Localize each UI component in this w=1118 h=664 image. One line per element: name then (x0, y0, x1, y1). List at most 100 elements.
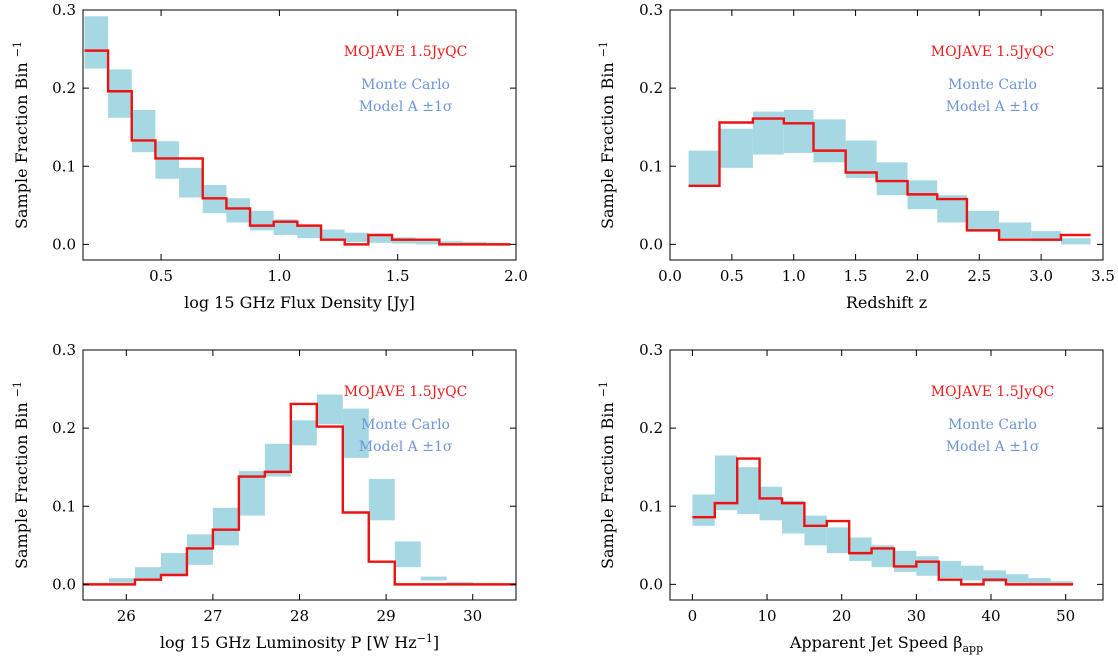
x-axis-label: Redshift z (846, 293, 927, 312)
x-tick-label: 30 (907, 607, 926, 625)
observed-histogram-line (83, 402, 516, 586)
model-band-bin (1005, 574, 1029, 583)
x-tick-label: 1.0 (782, 267, 806, 285)
chart-panel-4: 0 10 20 30 40 50 0.0 0.1 0.2 0.3 Apparent Jet Spee… (597, 341, 1104, 655)
x-axis-label: log 15 GHz Luminosity P [W Hz−1] (160, 632, 439, 652)
legend-observed: MOJAVE 1.5JyQC (344, 384, 468, 400)
legend-model-line2: Model A ±1σ (359, 439, 453, 455)
legend-model-line1: Monte Carlo (361, 77, 450, 93)
x-tick-label: 2.5 (967, 267, 991, 285)
y-tick-label: 0.3 (52, 1, 76, 19)
x-tick-label: 40 (981, 607, 1000, 625)
legend-observed: MOJAVE 1.5JyQC (931, 384, 1055, 400)
y-tick-label: 0.1 (639, 497, 663, 515)
model-band-bin (394, 541, 421, 568)
model-band-bin (238, 471, 265, 516)
y-tick-label: 0.2 (639, 419, 663, 437)
x-tick-label: 29 (377, 607, 396, 625)
model-band-bin (155, 141, 180, 179)
x-tick-label: 27 (203, 607, 222, 625)
model-band-bin (108, 578, 135, 583)
x-tick-label: 30 (463, 607, 482, 625)
x-tick-label: 1.5 (844, 267, 868, 285)
model-band-bin (737, 467, 760, 515)
x-tick-label: 0 (688, 607, 698, 625)
chart-panel-2: 0.0 0.5 1.0 1.5 2.0 2.5 3.0 3.5 0.0 0.1 0.2 0.3 Reds… (597, 1, 1115, 312)
x-tick-label: 2.0 (504, 267, 528, 285)
plot-area (688, 110, 1091, 245)
axes-frame (669, 349, 1104, 601)
x-tick-label: 28 (290, 607, 309, 625)
axes-frame (669, 9, 1104, 261)
model-band-bin (131, 110, 156, 153)
x-tick-label: 50 (1056, 607, 1075, 625)
plot-area (84, 16, 511, 246)
x-tick-label: 20 (832, 607, 851, 625)
x-tick-label: 1.0 (267, 267, 291, 285)
model-band-bin (84, 16, 109, 69)
y-tick-label: 0.3 (52, 341, 76, 359)
x-axis-label: Apparent Jet Speed βapp (789, 633, 983, 655)
model-band-bin (714, 455, 738, 511)
model-band-bin (876, 162, 908, 196)
plot-area (83, 394, 516, 586)
model-band-bin (439, 241, 463, 245)
x-tick-label: 1.5 (386, 267, 410, 285)
model-band-bin (415, 239, 440, 245)
x-tick-label: 0.0 (658, 267, 682, 285)
model-band-bin (420, 576, 447, 581)
model-band-bin (273, 219, 298, 235)
model-band-bin (297, 224, 322, 239)
legend-model-line1: Monte Carlo (361, 417, 450, 433)
x-tick-label: 26 (117, 607, 136, 625)
model-band-bin (1031, 231, 1061, 242)
y-tick-label: 0.3 (639, 1, 663, 19)
model-band-bin (871, 545, 894, 568)
model-band-bin (688, 150, 720, 186)
model-band-bin (893, 550, 917, 572)
observed-histogram-line (84, 49, 511, 246)
y-tick-label: 0.1 (52, 157, 76, 175)
model-band-bin (692, 494, 715, 526)
legend-model-line1: Monte Carlo (948, 417, 1037, 433)
y-axis-label: Sample Fraction Bin −1 (11, 381, 31, 569)
x-axis-label: log 15 GHz Flux Density [Jy] (184, 293, 415, 312)
model-band-bin (368, 478, 395, 521)
x-tick-label: 3.5 (1091, 267, 1115, 285)
chart-panel-1: 0.5 1.0 1.5 2.0 0.0 0.1 0.2 0.3 log 15 GHz Flux … (11, 1, 528, 312)
model-band-bin (783, 110, 814, 153)
model-band-bin (1060, 238, 1091, 245)
model-band-bin (368, 235, 393, 243)
observed-histogram-line (692, 457, 1074, 586)
model-band-bin (108, 69, 132, 118)
model-band-bin (849, 537, 872, 561)
y-tick-label: 0.2 (639, 79, 663, 97)
model-band-bin (781, 500, 805, 534)
model-band-bin (321, 229, 345, 241)
model-band-bin (813, 119, 846, 163)
model-band-bin (826, 527, 850, 554)
x-tick-label: 2.0 (905, 267, 929, 285)
y-tick-label: 0.2 (52, 79, 76, 97)
y-tick-label: 0.0 (52, 575, 76, 593)
model-band-bin (134, 567, 161, 580)
model-band-bin (719, 128, 753, 168)
model-band-bin (179, 167, 203, 198)
axes-frame (82, 9, 517, 261)
legend-model-line2: Model A ±1σ (359, 99, 453, 115)
chart-panel-3: 26 27 28 29 30 0.0 0.1 0.2 0.3 log 15 GHz Luminos… (11, 341, 517, 652)
model-band-bin (342, 408, 369, 458)
model-band-bin (226, 198, 251, 223)
model-band-bin (961, 565, 984, 581)
legend-observed: MOJAVE 1.5JyQC (931, 44, 1055, 60)
y-tick-label: 0.0 (639, 235, 663, 253)
model-band-bin (1028, 578, 1051, 584)
x-tick-label: 3.0 (1029, 267, 1053, 285)
model-band-bin (759, 486, 782, 521)
legend-model-line2: Model A ±1σ (946, 99, 1040, 115)
model-band-bin (999, 222, 1032, 239)
model-band-bin (966, 210, 1000, 232)
model-band-bin (344, 232, 369, 243)
model-band-bin (446, 582, 473, 584)
y-axis-label: Sample Fraction Bin −1 (11, 41, 31, 229)
